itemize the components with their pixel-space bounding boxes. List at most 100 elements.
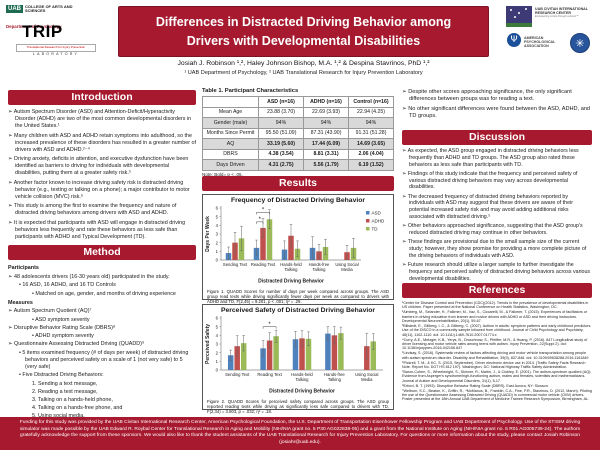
table-cell: 2.06 (4.04)	[349, 149, 394, 160]
introduction-bullet: ➢ Driving anxiety, deficits in attention…	[8, 156, 189, 177]
legend-label: TD	[372, 226, 379, 231]
introduction-bullet: ➢ Another factor known to increase drivi…	[8, 179, 190, 200]
civitan-logo-image	[506, 6, 532, 27]
method-line: • 5 items examined frequency (# of days …	[19, 349, 189, 370]
reference-item: ⁵Lindsay, S. (2016). Systematic review o…	[402, 351, 589, 360]
table-cell: 23.88 (3.70)	[259, 107, 304, 118]
discussion-bullet: ➢ Other behaviors approached significanc…	[402, 223, 583, 236]
uab-logo-mark: UAB	[6, 5, 23, 13]
table-cell: 22.69 (3.93)	[304, 107, 349, 118]
discussion-bullet: ➢ Future research should utilize a large…	[402, 261, 591, 282]
introduction-bullet: ➢ It is expected that participants with …	[8, 219, 186, 240]
svg-text:Hands-held: Hands-held	[280, 262, 302, 267]
svg-text:Distracted Driving Behavior: Distracted Driving Behavior	[258, 279, 324, 285]
significance-star: *	[259, 217, 262, 223]
reference-item: ³Billstedt, E., Gillberg, I. C., & Gillb…	[402, 324, 592, 337]
method-line: • ASD symptom severity	[32, 316, 90, 323]
bar-ADHD	[234, 346, 240, 370]
method-line: 3. Talking on a hands-held phone,	[32, 396, 113, 403]
introduction-bullet: ➢ Many children with ASD and ADHD retain…	[8, 132, 196, 153]
method-line: 1. Sending a text message,	[32, 380, 98, 387]
results-heading: Results	[202, 176, 394, 191]
method-line: ➢ Autism Spectrum Quotient (AQ)⁷	[8, 308, 92, 315]
civitan-logo	[506, 6, 532, 27]
svg-text:1: 1	[216, 359, 219, 364]
discussion-bullet: ➢ The decreased frequency of distracted …	[402, 193, 573, 220]
figure2-panel: Perceived Safety of Distracted Driving B…	[202, 304, 394, 414]
figure2-title: Perceived Safety of Distracted Driving B…	[220, 307, 376, 314]
svg-text:Hands-free: Hands-free	[309, 262, 330, 267]
apa-logo: Ψ	[507, 33, 521, 47]
trip-logo: TRIP	[22, 23, 63, 40]
bar-TD	[266, 219, 273, 260]
svg-text:Hands-held: Hands-held	[291, 372, 313, 377]
table-cell: AQ	[203, 139, 259, 150]
uab-cas-logo: UAB COLLEGE OF ARTS AND SCIENCES Departme…	[6, 4, 116, 29]
bar-TD	[338, 333, 344, 370]
svg-text:2: 2	[216, 240, 219, 245]
discussion-bullet: ➢ As expected, the ASD group engaged in …	[402, 148, 579, 168]
table-cell	[203, 97, 259, 108]
discussion-bullets: ➢ As expected, the ASD group engaged in …	[402, 148, 592, 285]
trip-logo-text: TRIP	[22, 22, 63, 41]
table-cell: 14.69 (3.65)	[349, 139, 394, 150]
poster-title-line2: Drivers with Developmental Disabilities	[186, 34, 421, 49]
table1: ASD (n=16) ADHD (n=16) Control (n=16) Mean …	[202, 96, 394, 177]
svg-text:6: 6	[216, 206, 219, 211]
usdot-seal-icon: ✳	[570, 33, 590, 53]
figure1-chart: 0 1 2 3 4 5 6 * * Sending Text Reading Text Hands-h…	[205, 204, 391, 289]
svg-text:Media: Media	[341, 267, 353, 272]
discussion-bullet: ➢ These findings are provisional due to …	[402, 239, 587, 259]
table-cell: 4.38 (3.54)	[259, 149, 304, 160]
bar-chart: 0 1 2 3 4 5 6 ** Sending Text Reading Text Hands-h…	[205, 206, 385, 285]
figure1-panel: Frequency of Distracted Driving Behavior…	[202, 194, 394, 304]
svg-text:1: 1	[216, 249, 219, 254]
reference-item: ⁸Erford, B. T. (1993). Disruptive Behavi…	[402, 383, 549, 388]
bar-ADHD	[331, 335, 338, 370]
table-cell: 91.31 (51.28)	[349, 128, 394, 139]
table-cell: Gender (male)	[203, 118, 259, 129]
significance-star: *	[268, 322, 271, 328]
table-cell: 5.56 (1.79)	[304, 160, 349, 171]
reference-item: ⁴Curry, A.E., Metzger, K.B., Yerys, B., …	[402, 337, 588, 351]
table-cell: Mean Age	[203, 107, 259, 118]
bar-TD	[273, 336, 279, 370]
table-cell: 94%	[304, 118, 349, 129]
table-cell: 8.81 (3.31)	[304, 149, 349, 160]
trip-laboratory-label: LABORATORY	[32, 51, 80, 56]
method-line: 2. Reading a text message,	[32, 388, 98, 395]
usdot-logo: ✳	[570, 33, 590, 53]
key-findings-bullets: ➢ Despite other scores approaching signi…	[402, 89, 592, 123]
method-line: Participants	[8, 265, 39, 271]
table-cell: Control (n=16)	[349, 97, 394, 108]
svg-text:4: 4	[216, 223, 219, 228]
civitan-tagline: Empowering minds through science™	[535, 15, 579, 19]
svg-text:4: 4	[216, 333, 219, 338]
table-cell: 94%	[349, 118, 394, 129]
bar-chart: 0 1 2 3 4 5 6 * Sending Text Reading Text Hands-he…	[205, 316, 383, 395]
svg-text:Perceived Safety: Perceived Safety	[205, 324, 211, 364]
table1-note: Note: Bold= p < .05.	[202, 172, 243, 177]
reference-item: ⁶Pickrell, T. M., & KC, S. (2015, Septem…	[402, 360, 586, 369]
bar-ADHD	[299, 338, 305, 370]
table-cell: 33.19 (5.60)	[259, 139, 304, 150]
table-cell: 87.31 (43.90)	[304, 128, 349, 139]
method-line: 4. Talking on a hands-free phone, and	[32, 404, 123, 411]
method-line: ➢ 48 adolescents drivers (16-30 years ol…	[8, 273, 170, 280]
authors-line: Josiah J. Robinson ¹,², Haley Johnson Bi…	[177, 60, 430, 67]
funding-footer: Funding for this study was provided by t…	[0, 417, 600, 450]
trip-sublabel-box: Translational Research for Injury Preven…	[16, 44, 96, 56]
reference-item: ²Almberg, M., Selander, H., Falkmer, M.,…	[402, 310, 588, 323]
svg-text:Talking: Talking	[328, 377, 342, 382]
svg-text:0: 0	[216, 368, 219, 373]
legend-swatch-TD	[366, 227, 370, 231]
bar-ASD	[325, 333, 331, 370]
bar-TD	[305, 338, 312, 370]
svg-text:2: 2	[216, 350, 219, 355]
bar-ADHD	[266, 340, 273, 370]
figure1-caption: Figure 1. QUADD Scores for number of day…	[207, 289, 389, 305]
bar-ASD	[227, 355, 234, 370]
trip-sublabel: Translational Research for Injury Preven…	[16, 44, 96, 52]
apa-psi-icon: Ψ	[507, 33, 521, 47]
poster-title-line1: Differences in Distracted Driving Behavi…	[155, 15, 452, 29]
